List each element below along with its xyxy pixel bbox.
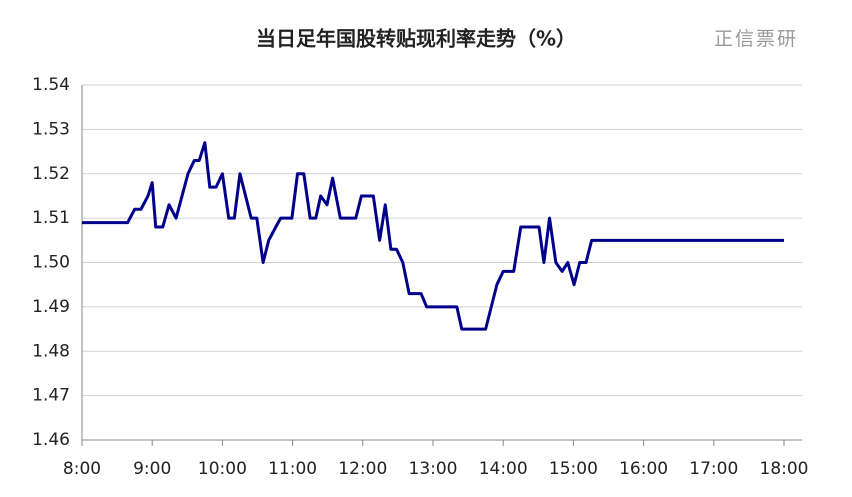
- x-tick-label: 13:00: [409, 459, 458, 479]
- watermark: 正信票研: [714, 28, 798, 50]
- x-tick-label: 18:00: [760, 459, 809, 479]
- x-tick-label: 16:00: [619, 459, 668, 479]
- chart-title: 当日足年国股转贴现利率走势（%）: [256, 27, 576, 51]
- y-tick-label: 1.46: [32, 430, 70, 450]
- x-tick-label: 11:00: [268, 459, 317, 479]
- x-tick-label: 10:00: [198, 459, 247, 479]
- y-tick-label: 1.52: [32, 164, 70, 184]
- y-tick-label: 1.54: [32, 75, 70, 95]
- x-tick-label: 9:00: [133, 459, 171, 479]
- x-tick-label: 17:00: [689, 459, 738, 479]
- y-tick-label: 1.48: [32, 341, 70, 361]
- y-tick-label: 1.53: [32, 119, 70, 139]
- y-tick-label: 1.51: [32, 208, 70, 228]
- x-tick-label: 15:00: [549, 459, 598, 479]
- y-tick-label: 1.50: [32, 253, 70, 273]
- line-series: [82, 141, 784, 331]
- y-tick-label: 1.47: [32, 386, 70, 406]
- y-tick-label: 1.49: [32, 297, 70, 317]
- x-tick-label: 8:00: [63, 459, 101, 479]
- x-tick-label: 12:00: [338, 459, 387, 479]
- x-tick-label: 14:00: [479, 459, 528, 479]
